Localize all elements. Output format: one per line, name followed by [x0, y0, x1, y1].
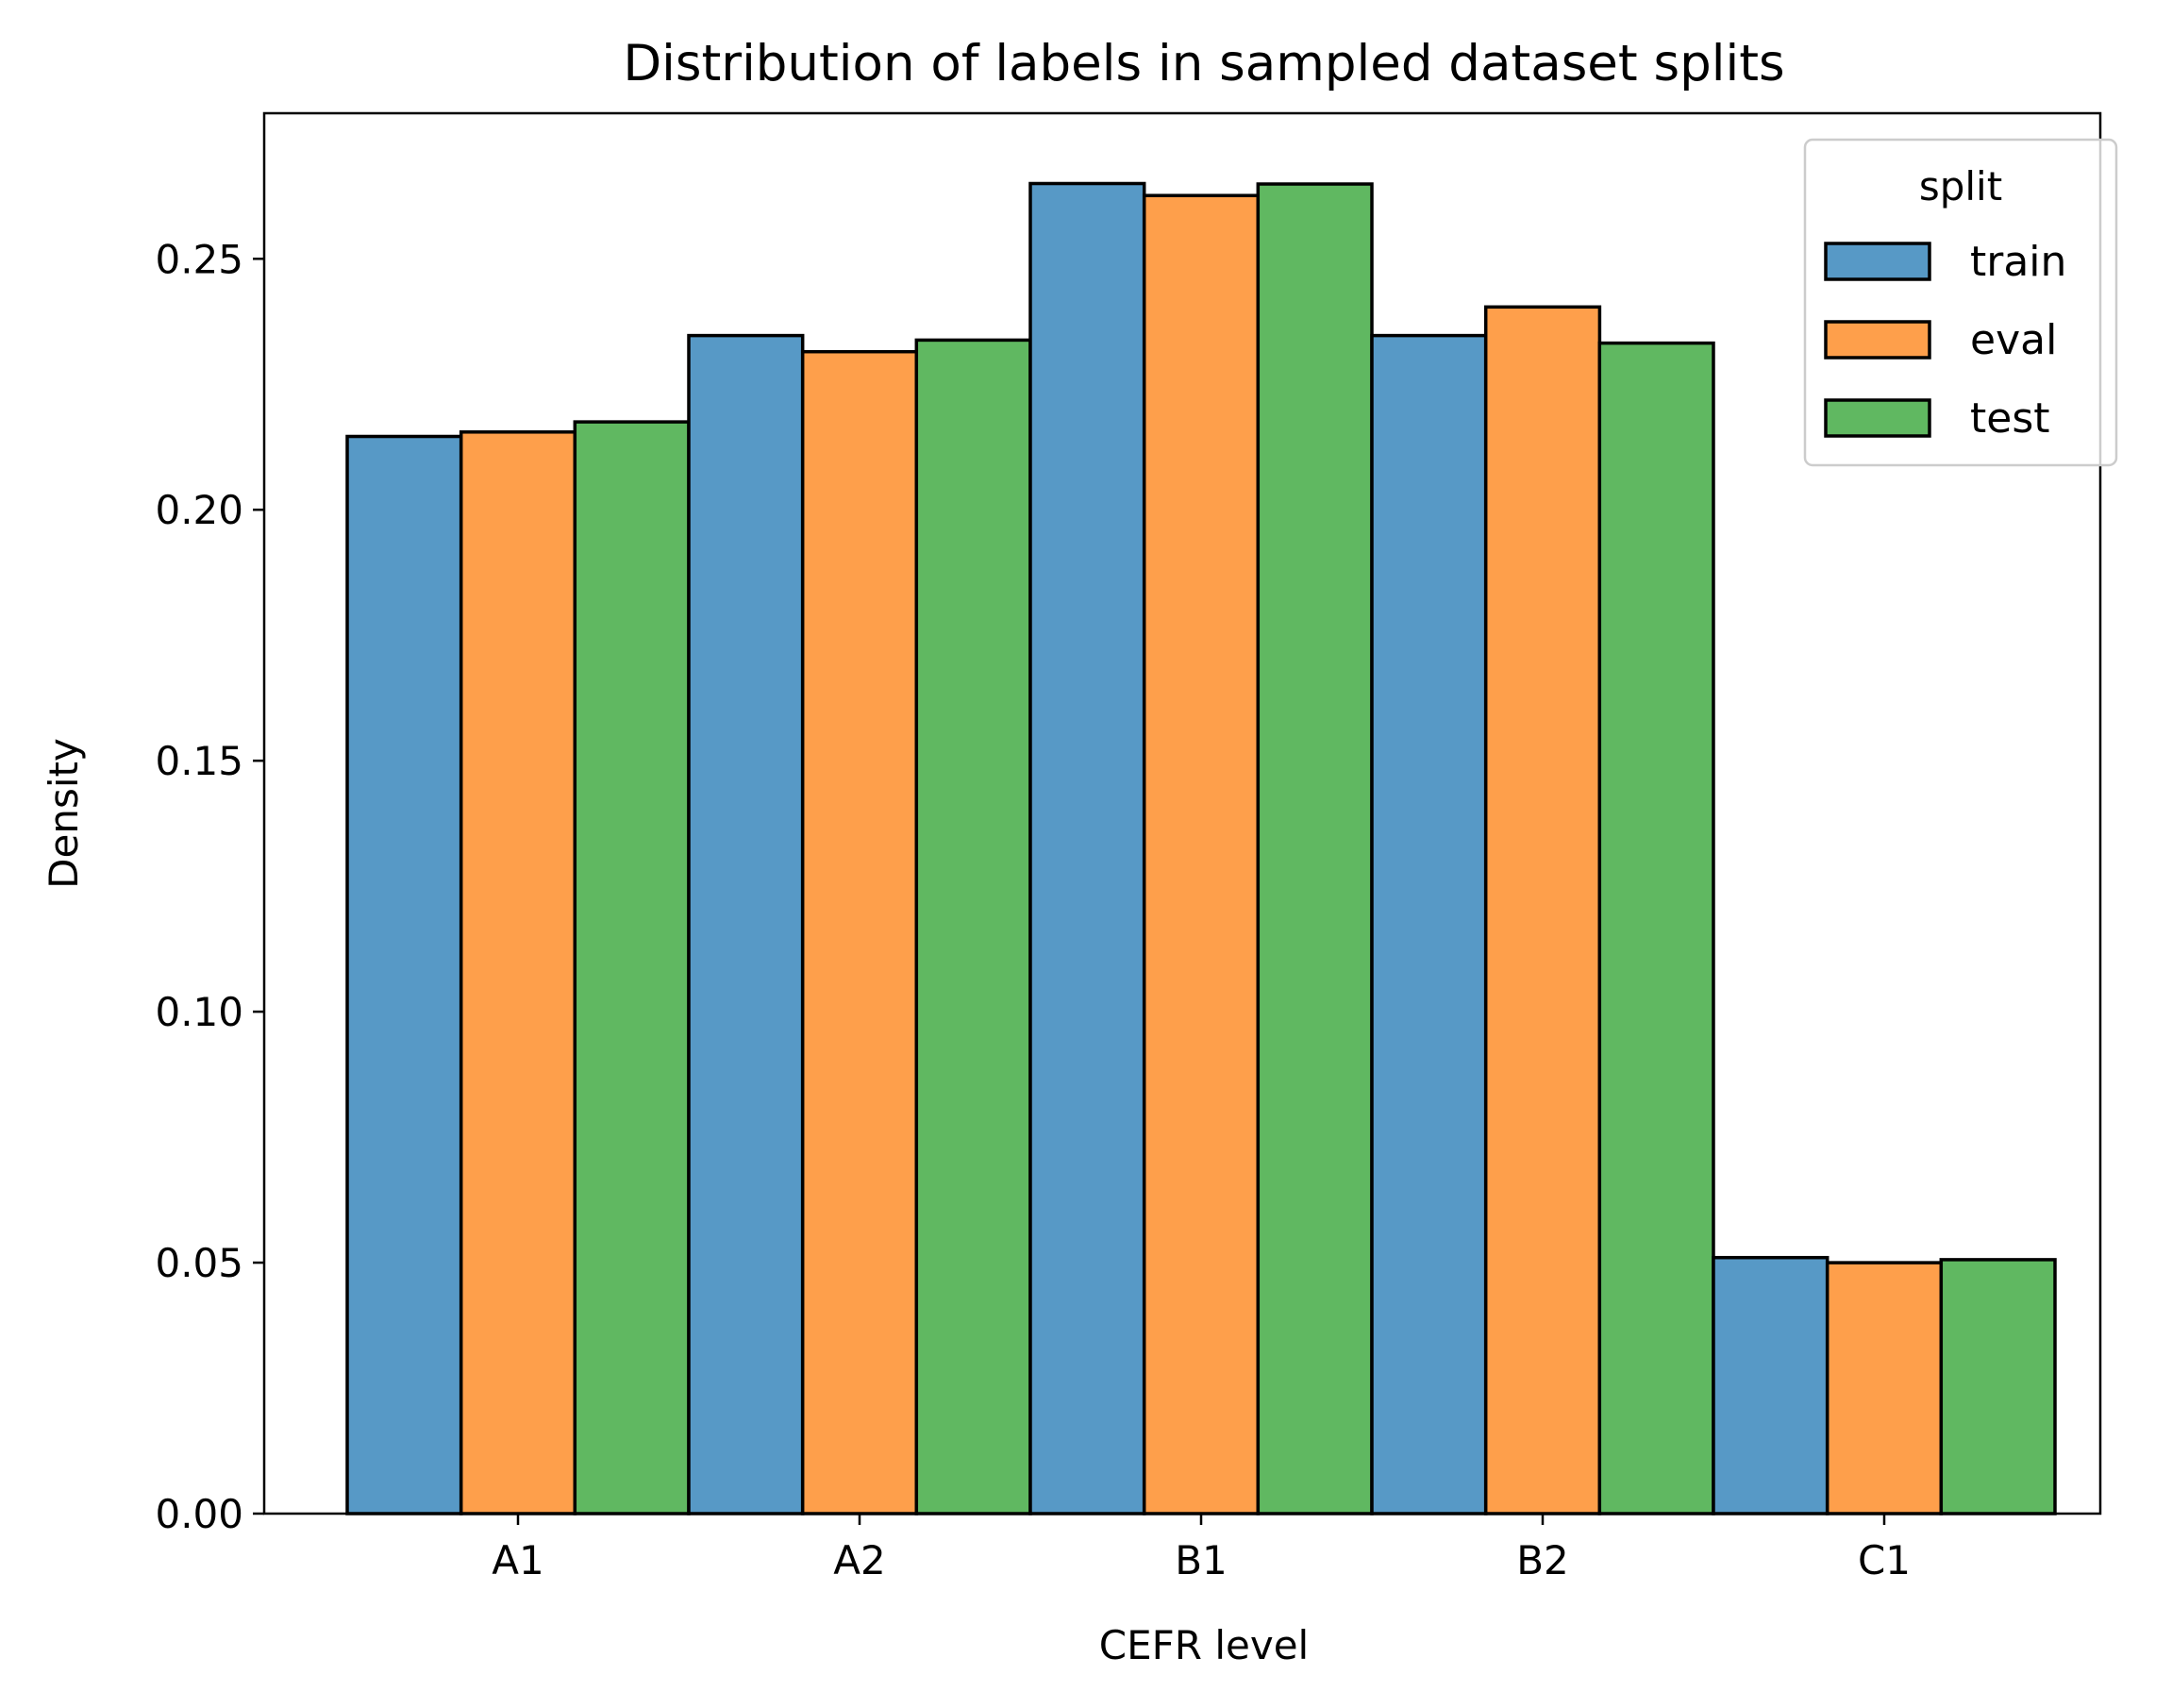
bar-b1-test — [1256, 182, 1374, 1515]
bar-a2-test — [914, 338, 1032, 1515]
plot-frame — [262, 111, 2102, 1515]
y-tick-label: 0.10 — [155, 989, 243, 1035]
x-tick-label-b1: B1 — [1175, 1537, 1228, 1583]
bar-b1-train — [1028, 181, 1146, 1515]
x-tick-label-c1: C1 — [1858, 1537, 1911, 1583]
legend-label-train: train — [1970, 238, 2066, 286]
bar-a1-train — [345, 434, 463, 1515]
chart-title: Distribution of labels in sampled datase… — [623, 35, 1784, 92]
y-tick-label: 0.15 — [155, 738, 243, 784]
bar-a2-eval — [800, 349, 919, 1515]
bar-b1-eval — [1142, 193, 1261, 1515]
y-tick-label: 0.05 — [155, 1240, 243, 1286]
bar-c1-test — [1939, 1258, 2057, 1515]
legend-swatch-test — [1824, 398, 1931, 438]
bar-b2-eval — [1483, 305, 1602, 1515]
bars — [345, 181, 2057, 1515]
bar-c1-eval — [1825, 1261, 1944, 1515]
bar-b2-train — [1370, 333, 1488, 1515]
y-tick-label: 0.20 — [155, 487, 243, 533]
x-tick-label-a2: A2 — [833, 1537, 885, 1583]
legend-title: split — [1919, 163, 2002, 209]
bar-a2-train — [687, 333, 805, 1515]
bar-b2-test — [1597, 341, 1715, 1515]
bar-a1-test — [573, 420, 691, 1515]
bar-c1-train — [1712, 1255, 1829, 1515]
legend-frame — [1803, 138, 2118, 467]
x-axis-label: CEFR level — [1099, 1622, 1309, 1668]
x-tick-label-b2: B2 — [1516, 1537, 1569, 1583]
legend-label-eval: eval — [1970, 316, 2057, 364]
x-tick-label-a1: A1 — [492, 1537, 543, 1583]
legend-swatch-train — [1824, 242, 1931, 281]
bar-a1-eval — [459, 430, 577, 1515]
y-axis-label: Density — [41, 738, 87, 889]
legend: split train eval test — [1803, 138, 2118, 467]
legend-swatch-eval — [1824, 320, 1931, 360]
x-axis-ticks: A1 A2 B1 B2 C1 — [492, 1514, 1911, 1583]
y-tick-label: 0.00 — [155, 1491, 243, 1537]
y-axis-ticks: 0.00 0.05 0.10 0.15 0.20 0.25 — [155, 236, 264, 1537]
y-tick-label: 0.25 — [155, 236, 243, 282]
legend-label-test: test — [1970, 394, 2050, 443]
